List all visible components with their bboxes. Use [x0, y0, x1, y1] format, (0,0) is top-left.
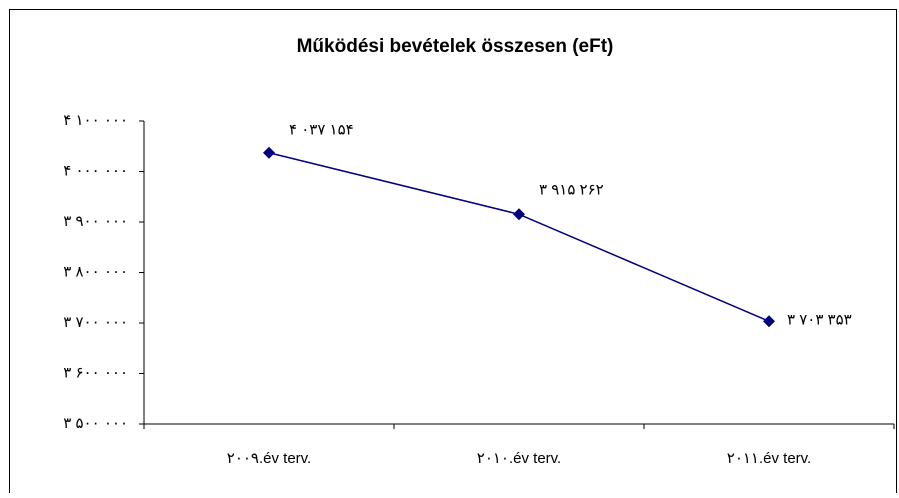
- y-tick-label: ۳ ۸۰۰ ۰۰۰: [63, 263, 128, 280]
- chart-title: Működési bevételek összesen (eFt): [297, 36, 614, 57]
- y-tick-label: ۴ ۰۰۰ ۰۰۰: [63, 162, 128, 179]
- y-tick-label: ۳ ۶۰۰ ۰۰۰: [63, 364, 128, 381]
- x-tick-label: ۲۰۱۰.év terv.: [477, 450, 561, 467]
- y-tick-label: ۳ ۹۰۰ ۰۰۰: [63, 213, 128, 230]
- data-label: ۳ ۷۰۳ ۳۵۳: [787, 311, 852, 328]
- marker: [763, 315, 775, 328]
- data-label: ۴ ۰۳۷ ۱۵۴: [289, 122, 354, 139]
- x-tick-label: ۲۰۰۹.év terv.: [227, 450, 311, 467]
- data-label: ۳ ۹۱۵ ۲۶۲: [539, 181, 604, 198]
- chart-frame: [9, 9, 897, 498]
- marker: [263, 146, 275, 159]
- y-tick-label: ۳ ۷۰۰ ۰۰۰: [63, 314, 128, 331]
- y-tick-label: ۴ ۱۰۰ ۰۰۰: [63, 112, 128, 129]
- x-tick-label: ۲۰۱۱.év terv.: [727, 450, 811, 467]
- marker: [513, 208, 525, 221]
- y-tick-label: ۳ ۵۰۰ ۰۰۰: [63, 415, 128, 432]
